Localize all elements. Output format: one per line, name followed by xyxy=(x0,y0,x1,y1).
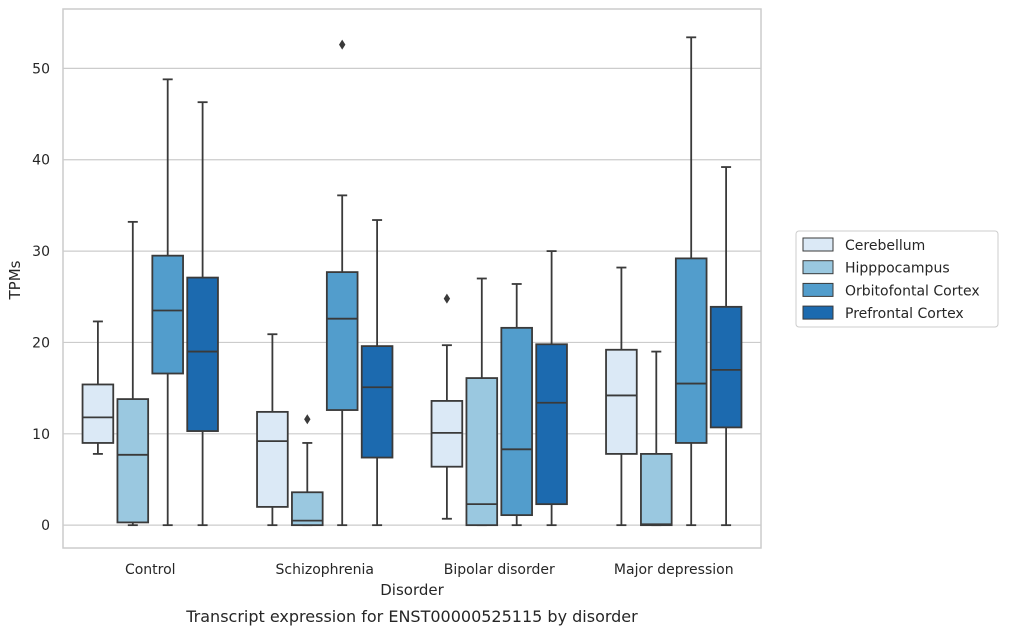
box-iqr xyxy=(325,271,359,411)
y-tick-label: 0 xyxy=(41,518,50,534)
box-iqr xyxy=(640,453,673,527)
box-2-4 xyxy=(360,219,394,527)
box-3-4 xyxy=(535,250,568,527)
y-tick-label: 30 xyxy=(32,244,50,260)
y-tick-label: 20 xyxy=(32,335,50,351)
box-iqr xyxy=(256,410,289,508)
legend-label: Orbitofontal Cortex xyxy=(845,283,980,299)
y-tick-label: 50 xyxy=(32,61,50,77)
box-2-3 xyxy=(325,39,359,527)
box-1-3 xyxy=(151,78,184,527)
box-3-1 xyxy=(430,293,464,520)
legend-label: Hipppocampus xyxy=(845,261,950,277)
y-axis-label: TPMs xyxy=(6,260,24,300)
box-iqr xyxy=(535,343,568,506)
boxes xyxy=(81,36,743,527)
x-tick-label: Control xyxy=(125,562,176,578)
box-iqr xyxy=(291,491,324,527)
legend-swatch xyxy=(802,260,834,275)
box-3-2 xyxy=(465,277,499,527)
box-iqr xyxy=(605,348,638,455)
box-1-1 xyxy=(81,320,115,455)
legend-swatch xyxy=(802,305,834,320)
outlier-point xyxy=(304,414,311,425)
box-4-2 xyxy=(640,350,673,527)
box-iqr xyxy=(360,345,394,459)
box-iqr xyxy=(709,305,743,429)
box-1-4 xyxy=(186,101,219,527)
legend-label: Cerebellum xyxy=(845,238,925,254)
box-iqr xyxy=(81,383,115,444)
box-3-3 xyxy=(500,283,533,527)
plot-frame xyxy=(62,8,762,549)
box-iqr xyxy=(500,326,533,517)
box-1-2 xyxy=(116,220,150,527)
box-iqr xyxy=(674,257,708,444)
legend-swatch xyxy=(802,282,834,297)
box-4-3 xyxy=(674,36,708,527)
y-tick-label: 40 xyxy=(32,153,50,169)
legend-swatch xyxy=(802,237,834,252)
outlier-point xyxy=(443,293,451,304)
chart-caption: Transcript expression for ENST0000052511… xyxy=(185,607,638,626)
box-iqr xyxy=(151,254,184,375)
x-tick-label: Bipolar disorder xyxy=(444,562,555,578)
box-2-1 xyxy=(256,333,289,527)
x-tick-label: Major depression xyxy=(614,562,734,578)
x-tick-label: Schizophrenia xyxy=(276,562,374,578)
box-4-4 xyxy=(709,166,743,527)
y-tick-labels: 0 10 20 30 40 50 xyxy=(32,61,50,534)
box-iqr xyxy=(430,400,464,468)
outlier-point xyxy=(339,39,346,50)
legend-label: Prefrontal Cortex xyxy=(845,306,964,322)
box-4-1 xyxy=(605,266,638,527)
box-iqr xyxy=(116,398,150,524)
x-tick-labels: Control Schizophrenia Bipolar disorder Majo… xyxy=(125,562,734,578)
y-tick-label: 10 xyxy=(32,427,50,443)
box-iqr xyxy=(186,276,219,432)
x-axis-label: Disorder xyxy=(380,581,444,599)
legend-frame xyxy=(795,230,999,328)
legend: Cerebellum Hipppocampus Orbitofontal Corte… xyxy=(795,230,999,328)
box-2-2 xyxy=(291,414,324,527)
box-iqr xyxy=(465,377,499,527)
